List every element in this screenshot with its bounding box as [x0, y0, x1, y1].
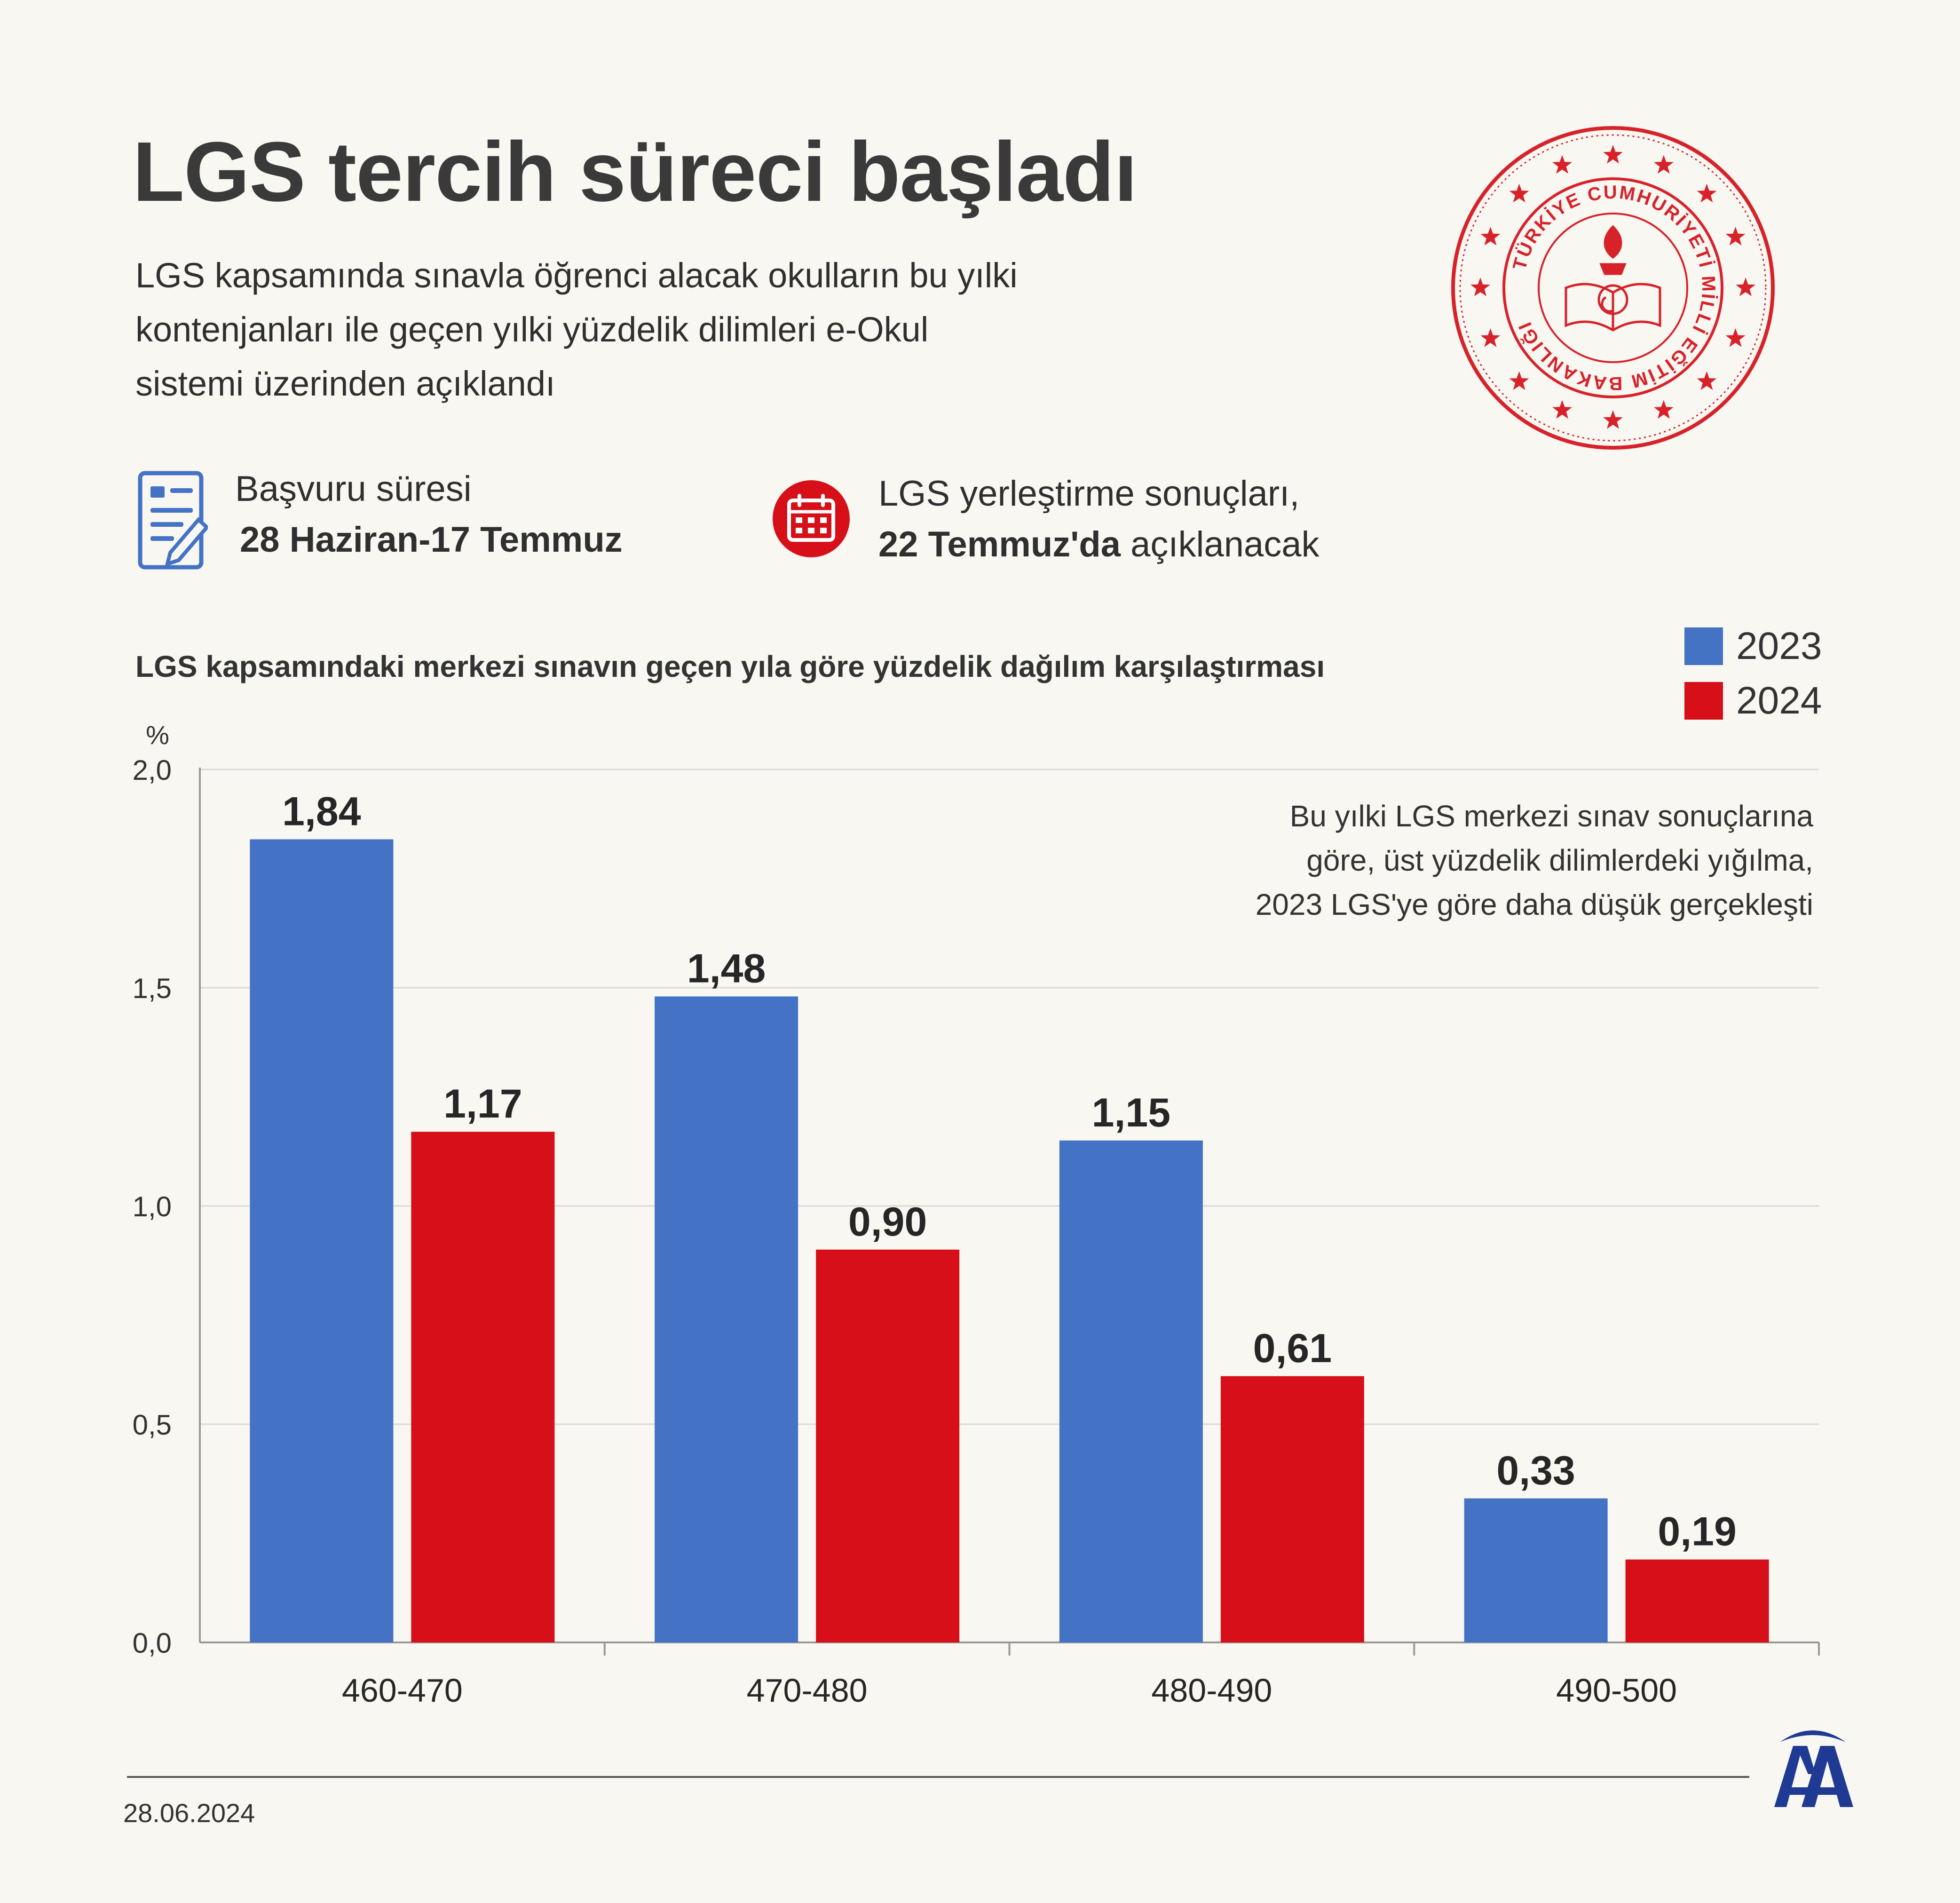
bar-2024 — [1625, 1559, 1769, 1642]
seal-star-icon — [1654, 155, 1674, 174]
x-tick-label: 480-490 — [1151, 1672, 1272, 1709]
x-tick-label: 470-480 — [747, 1672, 868, 1709]
x-tick-label: 490-500 — [1556, 1672, 1677, 1709]
seal-star-icon — [1736, 278, 1755, 296]
publish-date: 28.06.2024 — [123, 1798, 255, 1828]
seal-star-icon — [1697, 371, 1717, 390]
results-date: 22 Temmuz'da — [878, 524, 1121, 564]
ministry-seal-logo: TÜRKİYE CUMHURİYETİ MİLLİ EĞİTİM BAKANLI… — [1451, 126, 1775, 450]
data-label: 0,19 — [1658, 1509, 1736, 1554]
y-tick-label: 0,0 — [133, 1627, 172, 1659]
legend-swatch-2024 — [1684, 682, 1723, 720]
legend-item-2024: 2024 — [1684, 674, 1822, 728]
calendar-icon — [773, 480, 850, 557]
results-suffix: açıklanacak — [1121, 524, 1320, 564]
bar-2024 — [816, 1249, 960, 1642]
legend-item-2023: 2023 — [1684, 619, 1822, 674]
legend-label-2024: 2024 — [1736, 679, 1822, 722]
seal-star-icon — [1480, 328, 1501, 347]
chart-legend: 2023 2024 — [1684, 619, 1822, 728]
x-tick-label: 460-470 — [342, 1672, 463, 1709]
chart-note: Bu yılki LGS merkezi sınav sonuçlarına g… — [1256, 794, 1813, 927]
seal-star-icon — [1480, 227, 1501, 246]
y-tick-label: 0,5 — [133, 1409, 172, 1441]
note-line: 2023 LGS'ye göre daha düşük gerçekleşti — [1255, 888, 1813, 921]
data-label: 0,61 — [1253, 1326, 1332, 1371]
application-dates: 28 Haziran-17 Temmuz — [240, 520, 623, 560]
application-info: Başvuru süresi 28 Haziran-17 Temmuz — [235, 464, 623, 565]
page-title: LGS tercih süreci başladı — [133, 125, 1138, 219]
y-tick-label: 2,0 — [133, 754, 172, 786]
seal-star-icon — [1654, 400, 1674, 419]
seal-star-icon — [1697, 183, 1717, 203]
seal-star-icon — [1603, 145, 1623, 164]
document-edit-icon — [138, 471, 208, 570]
bar-2023 — [1059, 1140, 1203, 1642]
subtitle: LGS kapsamında sınavla öğrenci alacak ok… — [135, 248, 1236, 411]
seal-star-icon — [1725, 328, 1746, 347]
bar-chart: % 0,0 0,5 1,0 1,5 2,0 1,84 1,17 460-470 1,48 0,90 4… — [133, 720, 1820, 1709]
data-label: 1,48 — [687, 946, 766, 991]
bar-2023 — [1464, 1498, 1608, 1642]
note-line: göre, üst yüzdelik dilimlerdeki yığılma, — [1306, 843, 1813, 877]
seal-star-icon — [1552, 400, 1572, 419]
subtitle-line: sistemi üzerinden açıklandı — [135, 364, 555, 403]
legend-label-2023: 2023 — [1736, 625, 1822, 667]
footer-divider — [127, 1776, 1749, 1778]
y-tick-label: 1,5 — [133, 973, 172, 1004]
subtitle-line: LGS kapsamında sınavla öğrenci alacak ok… — [135, 256, 1018, 295]
y-axis-unit-label: % — [146, 720, 169, 750]
aa-logo-icon — [1774, 1730, 1853, 1807]
data-label: 0,90 — [848, 1199, 927, 1245]
bar-2024 — [411, 1132, 555, 1642]
data-label: 1,15 — [1092, 1090, 1170, 1135]
data-label: 1,17 — [443, 1081, 522, 1126]
data-label: 1,84 — [282, 789, 361, 834]
seal-star-icon — [1603, 410, 1623, 429]
y-tick-label: 1,0 — [133, 1191, 172, 1222]
chart-title: LGS kapsamındaki merkezi sınavın geçen y… — [135, 650, 1325, 683]
application-label: Başvuru süresi — [235, 469, 472, 509]
data-label: 0,33 — [1496, 1448, 1575, 1493]
seal-star-icon — [1552, 155, 1572, 174]
bar-2023 — [250, 839, 394, 1642]
bar-2024 — [1220, 1376, 1364, 1642]
seal-star-icon — [1509, 183, 1529, 203]
note-line: Bu yılki LGS merkezi sınav sonuçlarına — [1289, 799, 1813, 833]
seal-star-icon — [1725, 227, 1746, 246]
subtitle-line: kontenjanları ile geçen yılki yüzdelik d… — [135, 310, 929, 349]
bar-2023 — [655, 996, 798, 1642]
legend-swatch-2023 — [1684, 627, 1723, 665]
results-label: LGS yerleştirme sonuçları, — [878, 474, 1300, 514]
seal-star-icon — [1509, 371, 1529, 390]
seal-star-icon — [1470, 278, 1490, 296]
results-info: LGS yerleştirme sonuçları, 22 Temmuz'da … — [878, 468, 1320, 570]
